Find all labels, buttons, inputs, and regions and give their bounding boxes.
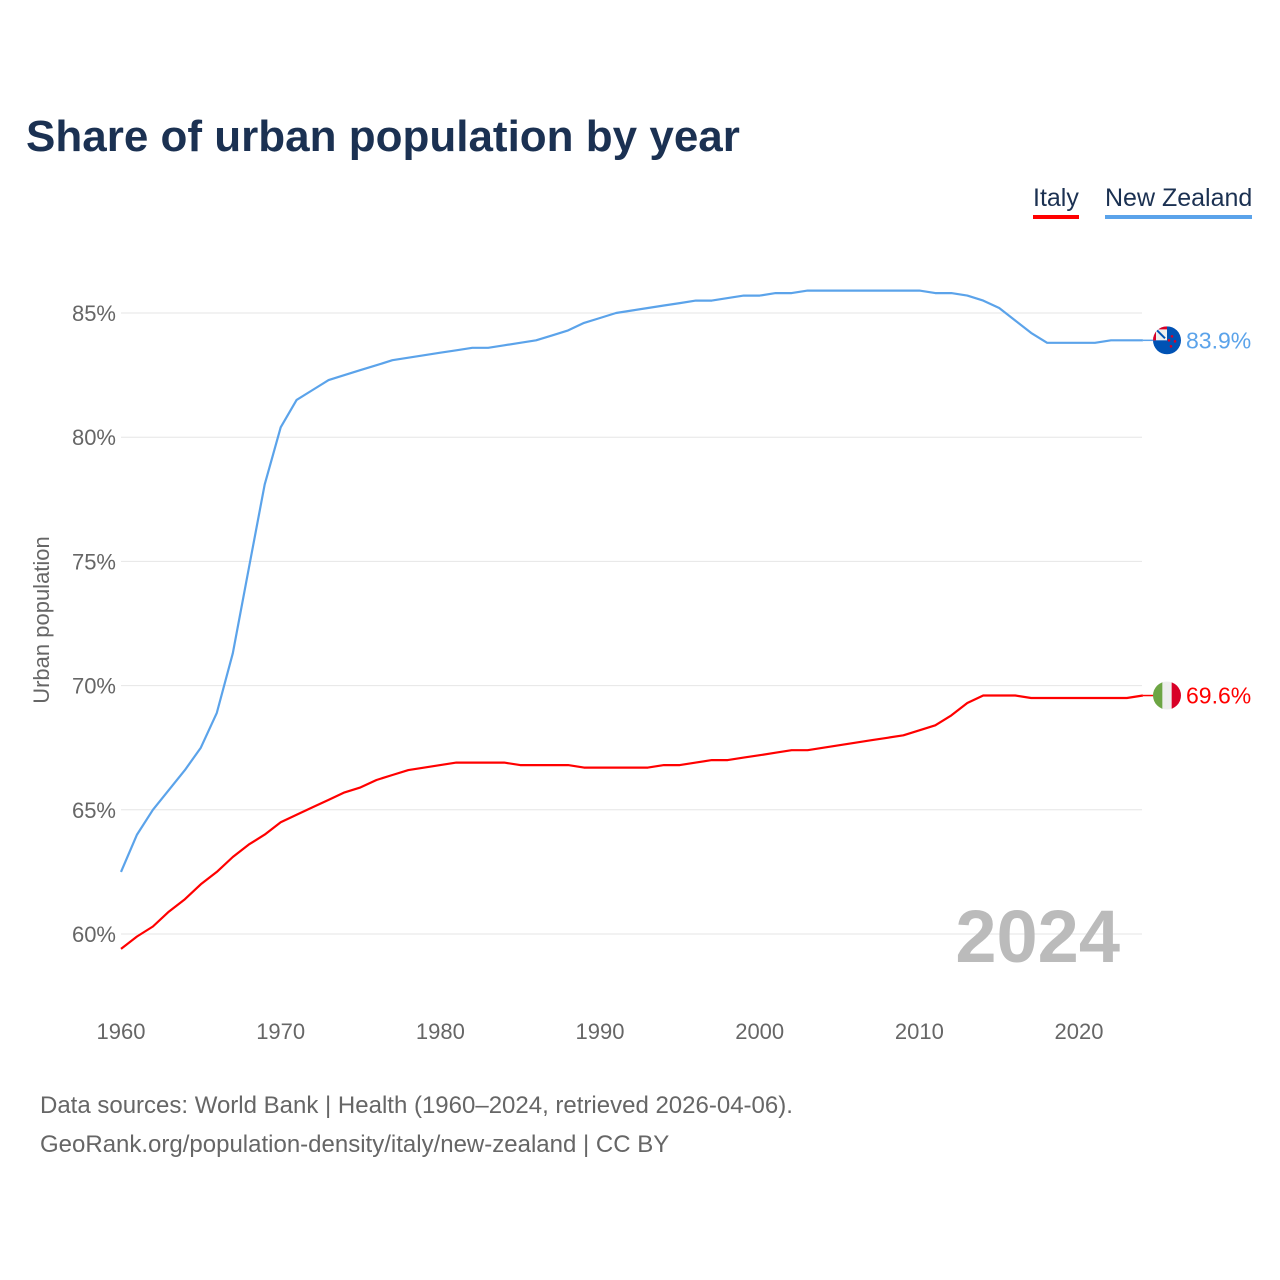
x-tick-label: 1970 [256, 1019, 305, 1044]
footer: Data sources: World Bank | Health (1960–… [40, 1086, 793, 1164]
legend-item-italy[interactable]: Italy [1033, 184, 1079, 219]
y-tick-label: 60% [72, 922, 116, 947]
data-source-note: Data sources: World Bank | Health (1960–… [40, 1092, 793, 1119]
italy-flag-icon [1153, 681, 1181, 710]
new-zealand-flag-icon [1153, 326, 1181, 355]
y-tick-label: 85% [72, 301, 116, 326]
series-line-new-zealand[interactable] [119, 289, 1143, 873]
x-tick-label: 2010 [895, 1019, 944, 1044]
x-tick-label: 2000 [735, 1019, 784, 1044]
x-tick-label: 2020 [1055, 1019, 1104, 1044]
end-value-label-new-zealand: 83.9% [1186, 327, 1251, 353]
x-tick-label: 1980 [416, 1019, 465, 1044]
end-value-label-italy: 69.6% [1186, 683, 1251, 709]
chart-title: Share of urban population by year [26, 112, 740, 161]
x-tick-label: 1990 [576, 1019, 625, 1044]
y-tick-label: 75% [72, 549, 116, 574]
y-tick-label: 70% [72, 674, 116, 699]
series-line-italy[interactable] [120, 694, 1144, 950]
source-link[interactable]: GeoRank.org/population-density/italy/new… [40, 1131, 670, 1158]
x-tick-label: 1960 [97, 1019, 146, 1044]
year-watermark: 2024 [955, 895, 1120, 978]
y-tick-label: 65% [72, 798, 116, 823]
legend-item-new-zealand[interactable]: New Zealand [1105, 184, 1253, 219]
y-tick-label: 80% [72, 425, 116, 450]
